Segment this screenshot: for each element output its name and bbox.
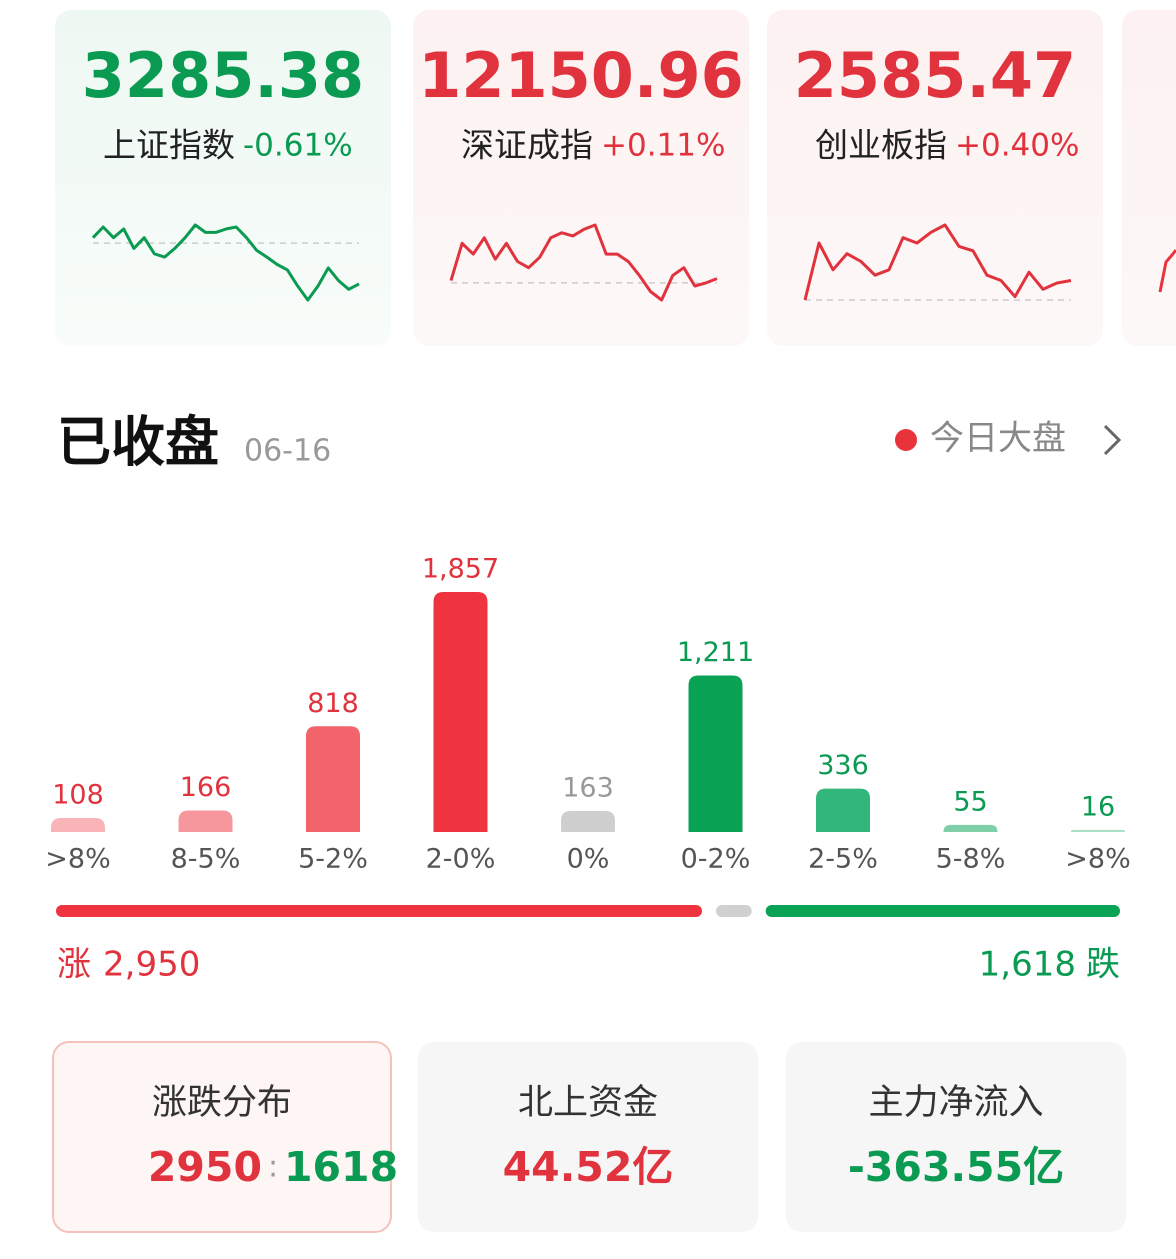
index-value: 3285.38	[82, 39, 364, 112]
red-dot	[895, 429, 917, 451]
bar-value-label: 336	[817, 750, 869, 781]
rise-bar	[56, 905, 702, 917]
bar	[943, 824, 998, 832]
bar	[51, 818, 105, 832]
chevron	[1103, 424, 1122, 456]
index-card[interactable]	[413, 10, 749, 346]
bar-value-label: 1,211	[677, 637, 754, 668]
category-label: 2-0%	[426, 844, 496, 875]
fall-label: 跌	[1086, 945, 1120, 985]
bar	[688, 675, 743, 832]
bar-value-label: 818	[307, 688, 359, 719]
index-name: 深证成指	[461, 126, 593, 165]
bar	[306, 726, 360, 832]
index-value: 2585.47	[794, 39, 1076, 112]
partial-sparkline	[1158, 249, 1176, 293]
card-up: 2950	[148, 1143, 262, 1191]
bar	[561, 810, 615, 832]
rise-count: 2,950	[103, 945, 200, 985]
card-value: 44.52亿	[503, 1143, 674, 1191]
bar-value-label: 16	[1081, 791, 1115, 822]
category-label: 5-2%	[298, 844, 368, 875]
index-name: 上证指数	[103, 126, 235, 165]
link-text: 今日大盘	[930, 419, 1066, 459]
bar-value-label: 55	[953, 786, 987, 817]
today-market-link[interactable]: 今日大盘	[895, 419, 1122, 459]
fall-bar	[765, 905, 1120, 917]
category-label: >8%	[45, 844, 110, 875]
date: 06-16	[244, 434, 331, 469]
card-title: 主力净流入	[868, 1083, 1043, 1123]
index-value: 12150.96	[418, 39, 744, 112]
category-label: 0-2%	[681, 844, 751, 875]
card-separator: :	[268, 1150, 278, 1185]
bar-value-label: 1,857	[422, 554, 499, 585]
bar	[433, 592, 488, 832]
category-label: 2-5%	[808, 844, 878, 875]
summary-card[interactable]	[52, 1041, 392, 1233]
index-change: +0.11%	[601, 128, 725, 164]
index-change: -0.61%	[243, 128, 353, 164]
sparkline	[803, 223, 1072, 301]
sparkline	[449, 223, 718, 302]
bar-value-label: 163	[562, 772, 614, 803]
index-card[interactable]	[767, 10, 1103, 346]
card-title: 北上资金	[518, 1083, 658, 1123]
index-name: 创业板指	[815, 126, 947, 165]
flat-bar	[715, 905, 752, 917]
summary-card[interactable]	[786, 1042, 1126, 1232]
bar-value-label: 108	[52, 780, 104, 811]
card-down: 1618	[284, 1143, 398, 1191]
rise-label: 涨	[57, 945, 91, 985]
index-card-partial[interactable]	[1122, 10, 1176, 346]
bar	[1071, 829, 1125, 832]
summary-card[interactable]	[418, 1042, 758, 1232]
bar	[178, 810, 233, 832]
category-label: 0%	[567, 844, 610, 875]
index-card[interactable]	[55, 10, 391, 346]
sparkline	[91, 223, 360, 302]
bar	[816, 788, 870, 832]
card-value: -363.55亿	[848, 1143, 1064, 1191]
category-label: >8%	[1065, 844, 1130, 875]
category-label: 5-8%	[936, 844, 1006, 875]
card-title: 涨跌分布	[152, 1083, 292, 1123]
index-change: +0.40%	[955, 128, 1079, 164]
fall-count: 1,618	[979, 945, 1076, 985]
category-label: 8-5%	[171, 844, 241, 875]
bar-value-label: 166	[180, 772, 232, 803]
section-title: 已收盘	[57, 411, 219, 474]
